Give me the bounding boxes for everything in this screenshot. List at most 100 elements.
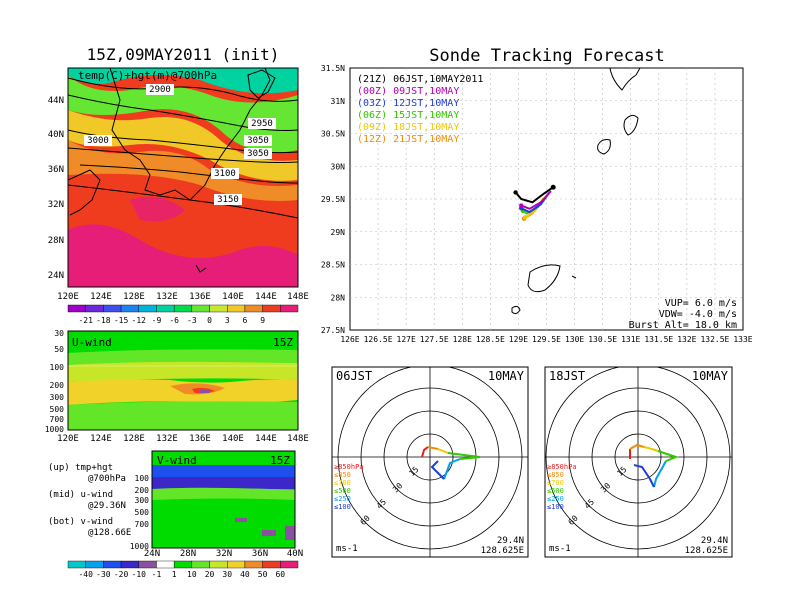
uwind-lon-tick: 132E (156, 434, 178, 444)
temp-bar-label: -3 (187, 316, 197, 325)
contour-label: 3100 (214, 169, 236, 179)
note-line1: (mid) u-wind (48, 490, 113, 500)
polar-unit: ms-1 (336, 544, 358, 554)
track-lat-tick: 31.5N (321, 64, 345, 73)
track-legend-item: (09Z) 18JST,10MAY (357, 122, 459, 133)
polar-pressure-legend: ≤500 (547, 487, 564, 495)
map-lat-tick: 24N (48, 271, 64, 281)
wind-bar-cell (227, 560, 246, 569)
polar-date: 10MAY (488, 369, 525, 383)
uwind-frame (67, 330, 299, 431)
map-lat-tick: 28N (48, 236, 64, 246)
hodo-segment (447, 452, 481, 460)
contour-label-bg (214, 194, 242, 205)
track-line (514, 186, 554, 204)
uwind-time: 15Z (273, 336, 293, 349)
temp-bar-cell (85, 304, 104, 313)
hodo-segment (629, 443, 645, 450)
polar-time: 06JST (336, 369, 372, 383)
wind-bar-label: 1 (172, 570, 177, 579)
track-lon-tick: 133E (733, 335, 752, 344)
contour-label-bg (146, 84, 174, 95)
track-legend-item: (00Z) 09JST,10MAY (357, 86, 459, 97)
track-legend-item: (21Z) 06JST,10MAY2011 (357, 74, 483, 85)
polar-pressure-legend: ≤100 (334, 503, 351, 511)
vwind-p-tick: 500 (135, 508, 150, 517)
vwind-time: 15Z (270, 454, 290, 467)
track-lon-tick: 126.5E (364, 335, 393, 344)
temp-bar-label: -15 (114, 316, 129, 325)
temp-bar-cell (156, 304, 175, 313)
wind-bar-cell (244, 560, 263, 569)
wind-bar-label: 20 (205, 570, 215, 579)
vwind-frame (151, 450, 296, 549)
track-lat-tick: 27.5N (321, 326, 345, 335)
track-lat-tick: 30.5N (321, 130, 345, 139)
polar-pressure-legend: ≤100 (547, 503, 564, 511)
hodo-segment (443, 458, 461, 480)
polar-pressure-legend: ≥850hPa (547, 463, 577, 471)
contour-label-bg (244, 135, 272, 146)
temp-bar-cell (262, 304, 281, 313)
contour-label-bg (248, 118, 276, 129)
track-lon-tick: 127.5E (420, 335, 449, 344)
wind-bar-label: -30 (96, 570, 111, 579)
contour-label: 3050 (247, 136, 269, 146)
temp-bar-cell (138, 304, 157, 313)
uwind-p-tick: 1000 (45, 425, 64, 434)
vwind-lat-tick: 32N (216, 549, 232, 559)
uwind-lon-tick: 140E (222, 434, 244, 444)
vwind-label: V-wind (157, 454, 197, 467)
polar-pressure-legend: ≤250 (547, 495, 564, 503)
map-lat-tick: 32N (48, 200, 64, 210)
vwind-lat-tick: 36N (252, 549, 268, 559)
hodo-segment (427, 446, 439, 450)
contour-label-bg (244, 148, 272, 159)
wind-bar-cell (120, 560, 139, 569)
vwind-field (152, 451, 295, 548)
left-title: 15Z,09MAY2011 (init) (87, 45, 280, 64)
polar-pressure-legend: ≤250 (334, 495, 351, 503)
hodo-segment (653, 460, 667, 488)
hodo-segment (643, 446, 659, 452)
polar-pressure-legend: ≤700 (334, 479, 351, 487)
wind-bar-cell (85, 560, 104, 569)
uwind-p-tick: 200 (50, 381, 65, 390)
wind-bar-label: 30 (222, 570, 232, 579)
uwind-p-tick: 100 (50, 363, 65, 372)
wind-bar-cell (173, 560, 193, 569)
temp-bar-cell (280, 304, 299, 313)
polar-lon: 128.625E (685, 546, 728, 556)
wind-bar-cell (191, 560, 210, 569)
note-line2: @128.66E (88, 528, 131, 538)
map-lon-tick: 120E (57, 292, 79, 302)
temp-bar-label: -6 (169, 316, 179, 325)
wind-bar-label: -1 (152, 570, 162, 579)
uwind-p-tick: 30 (54, 329, 64, 338)
note-line2: @29.36N (88, 501, 126, 511)
vwind-p-tick: 700 (135, 520, 150, 529)
polar-date: 10MAY (692, 369, 729, 383)
vwind-p-tick: 1000 (130, 542, 149, 551)
temp-bar-cell (173, 304, 193, 313)
contour-label-bg (84, 135, 112, 146)
polar-lat: 29.4N (497, 536, 524, 546)
map-lon-tick: 136E (189, 292, 211, 302)
temp-bar-label: 9 (260, 316, 265, 325)
temp-bar-cell (67, 304, 86, 313)
contour-label: 2900 (149, 85, 171, 95)
wind-bar-cell (138, 560, 157, 569)
coastline (511, 67, 641, 315)
temp-bar-cell (191, 304, 210, 313)
hodo-segment (657, 450, 679, 462)
hodo-segment (421, 446, 429, 458)
polar-pressure-legend: ≤700 (547, 479, 564, 487)
track-lon-tick: 127E (397, 335, 416, 344)
contour-label: 3150 (217, 195, 239, 205)
uwind-lon-tick: 136E (189, 434, 211, 444)
track-lon-tick: 128E (453, 335, 472, 344)
vwind-lat-tick: 40N (287, 549, 303, 559)
track-lat-tick: 28.5N (321, 261, 345, 270)
temp-bar-cell (227, 304, 246, 313)
